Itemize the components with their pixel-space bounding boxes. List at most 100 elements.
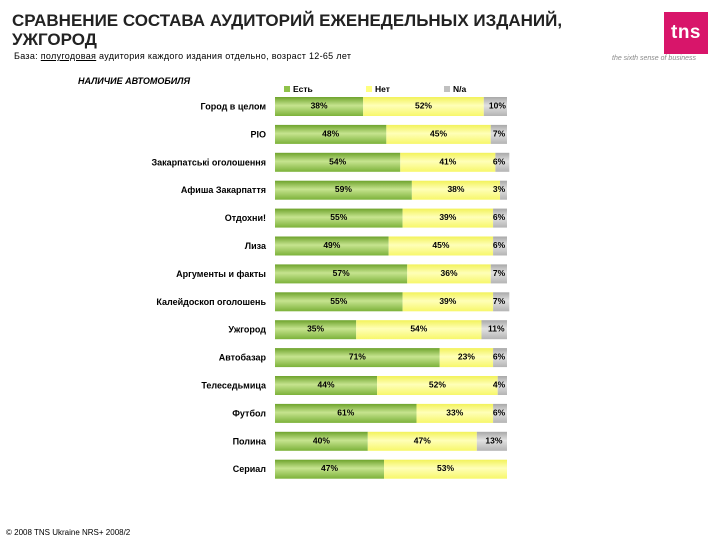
bar-segment-есть	[275, 124, 387, 144]
legend-label-нет: Нет	[375, 84, 390, 94]
base-description: База: полугодовая аудитория каждого изда…	[14, 51, 351, 61]
bar-segment-n-a	[481, 320, 507, 340]
data-label: 53%	[437, 463, 454, 473]
bar-segment-нет	[356, 320, 482, 340]
bar-segment-нет	[402, 292, 494, 312]
data-label: 6%	[493, 407, 506, 417]
data-label: 47%	[321, 463, 338, 473]
data-label: 45%	[432, 240, 449, 250]
data-label: 48%	[322, 128, 339, 138]
data-label: 57%	[333, 268, 350, 278]
bar-segment-есть	[275, 152, 401, 172]
bar-segment-нет	[377, 376, 498, 395]
logo-text: tns	[671, 22, 701, 43]
bar-segment-n-a	[493, 348, 507, 368]
data-label: 6%	[493, 156, 506, 166]
category-label: Сериал	[233, 464, 267, 474]
data-label: 4%	[493, 380, 506, 390]
legend-label-n-a: N/a	[453, 84, 467, 94]
bar-segment-есть	[275, 403, 417, 423]
bar-segment-есть	[275, 236, 389, 256]
data-label: 6%	[493, 352, 506, 362]
bar-segment-есть	[275, 348, 440, 368]
data-label: 6%	[493, 212, 506, 222]
bar-segment-n-a	[493, 208, 507, 228]
bar-segment-n-a	[476, 431, 507, 451]
bar-segment-n-a	[490, 124, 507, 144]
footer-copyright: © 2008 TNS Ukraine NRS+ 2008/2	[6, 528, 131, 537]
category-label: Лиза	[245, 241, 267, 251]
data-label: 71%	[349, 352, 366, 362]
base-prefix: База:	[14, 51, 41, 61]
category-label: Город в целом	[201, 102, 267, 112]
data-label: 10%	[489, 101, 506, 111]
data-label: 41%	[439, 156, 456, 166]
bar-segment-нет	[367, 431, 477, 451]
category-label: Автобазар	[219, 353, 267, 363]
bar-segment-есть	[275, 264, 408, 284]
bar-segment-нет	[416, 403, 494, 423]
bar-segment-нет	[411, 180, 501, 200]
bar-segment-нет	[388, 236, 494, 256]
legend-swatch-есть	[284, 86, 290, 92]
bar-segment-есть	[275, 97, 364, 116]
data-label: 40%	[313, 435, 330, 445]
data-label: 45%	[430, 128, 447, 138]
tns-logo: tns	[664, 12, 708, 54]
category-label: Футбол	[232, 408, 266, 418]
logo-tagline: the sixth sense of business	[612, 55, 697, 62]
legend-label-есть: Есть	[293, 84, 313, 94]
category-label: Телеседьмица	[201, 381, 267, 391]
bar-segment-есть	[275, 431, 368, 451]
bar-segment-n-a	[493, 236, 507, 256]
bar-segment-есть	[275, 180, 412, 200]
data-label: 3%	[493, 184, 506, 194]
data-label: 38%	[447, 184, 464, 194]
bar-segment-есть	[275, 459, 385, 479]
data-label: 36%	[440, 268, 457, 278]
bar-segment-нет	[402, 208, 494, 228]
bar-segment-n-a	[483, 97, 507, 116]
legend-swatch-нет	[366, 86, 372, 92]
data-label: 35%	[307, 324, 324, 334]
category-label: Закарпатські оголошення	[151, 157, 266, 167]
data-label: 44%	[318, 380, 335, 390]
bar-segment-n-a	[493, 292, 510, 312]
chart-bars: Город в целом 38% 52% 10% PIO 48% 45% 7% Закарпа…	[151, 97, 510, 479]
data-label: 39%	[439, 296, 456, 306]
data-label: 61%	[337, 407, 354, 417]
chart-title: НАЛИЧИЕ АВТОМОБИЛЯ	[78, 76, 191, 86]
bar-segment-нет	[407, 264, 491, 284]
bar-segment-есть	[275, 208, 403, 228]
bar-segment-есть	[275, 320, 357, 340]
bar-segment-n-a	[497, 376, 507, 395]
data-label: 55%	[330, 296, 347, 306]
data-label: 7%	[493, 268, 506, 278]
data-label: 38%	[311, 101, 328, 111]
data-label: 7%	[493, 128, 506, 138]
bar-segment-есть	[275, 376, 378, 395]
page-title: СРАВНЕНИЕ СОСТАВА АУДИТОРИЙ ЕЖЕНЕДЕЛЬНЫХ…	[12, 11, 563, 49]
data-label: 11%	[488, 324, 505, 334]
data-label: 47%	[414, 435, 431, 445]
data-label: 23%	[458, 352, 475, 362]
chart-legend: Есть Нет N/a	[284, 84, 467, 94]
data-label: 55%	[330, 212, 347, 222]
category-label: Ужгород	[228, 325, 266, 335]
bar-segment-нет	[384, 459, 507, 479]
category-label: Калейдоскоп оголошень	[156, 297, 266, 307]
data-label: 49%	[323, 240, 340, 250]
data-label: 59%	[335, 184, 352, 194]
bar-segment-есть	[275, 292, 403, 312]
bar-segment-n-a	[495, 152, 510, 172]
bar-segment-n-a	[490, 264, 507, 284]
category-label: Отдохни!	[225, 213, 266, 223]
bar-segment-n-a	[493, 403, 507, 423]
base-underlined: полугодовая	[40, 51, 97, 61]
category-label: PIO	[250, 129, 266, 139]
bar-segment-n-a	[500, 180, 507, 200]
category-label: Аргументы и факты	[176, 269, 266, 279]
bar-segment-нет	[439, 348, 494, 368]
bar-segment-нет	[400, 152, 496, 172]
